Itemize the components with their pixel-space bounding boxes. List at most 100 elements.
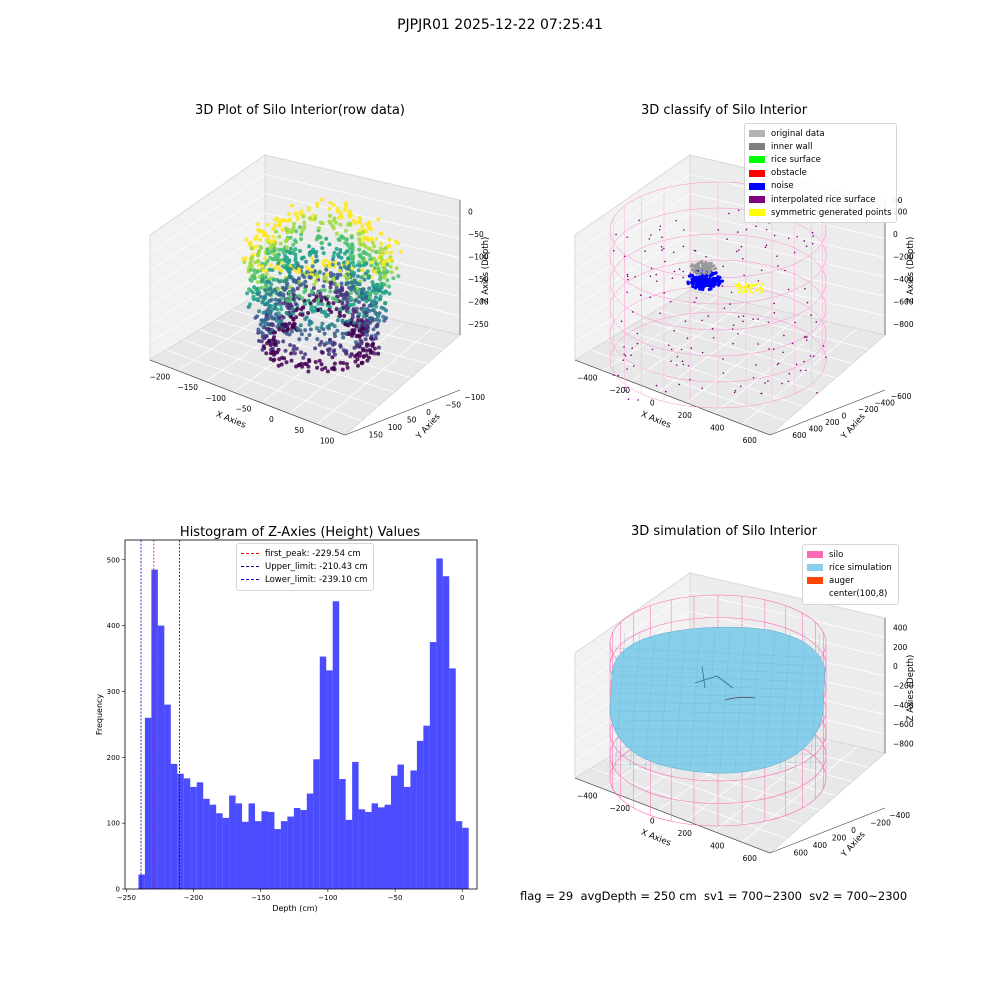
data-point (378, 231, 383, 236)
data-point (370, 308, 375, 313)
data-point (260, 273, 265, 278)
data-point (365, 269, 370, 274)
classify-legend: original data inner wall rice surface obsta… (744, 123, 897, 224)
data-point (291, 249, 296, 254)
data-point (396, 274, 401, 279)
data-point (271, 226, 276, 231)
x-axis-label: X Axies (639, 410, 672, 431)
data-point (328, 285, 333, 290)
data-point (272, 257, 277, 262)
floor-grid-line (657, 309, 853, 364)
legend-entry: auger (807, 574, 894, 587)
data-point (398, 249, 403, 254)
interpolated-point (757, 318, 759, 320)
interpolated-point (667, 344, 670, 346)
data-point (361, 348, 366, 353)
symmetric-point (739, 288, 743, 291)
data-point (278, 241, 283, 246)
inner-wall-point (704, 261, 708, 265)
data-point (328, 289, 333, 294)
x-tick-label: 600 (743, 854, 758, 863)
data-point (322, 288, 327, 293)
data-point (387, 284, 391, 289)
data-point (294, 229, 299, 234)
data-point (256, 227, 261, 232)
data-point (243, 256, 248, 261)
data-point (249, 246, 254, 251)
data-point (275, 216, 280, 221)
data-point (301, 355, 306, 360)
data-point (314, 273, 319, 278)
z-tick-label: 0 (893, 662, 898, 671)
mesh-line (614, 701, 824, 707)
data-point (283, 322, 288, 327)
interpolated-point (764, 246, 767, 249)
data-point (340, 331, 345, 336)
data-point (356, 314, 361, 319)
figure-title: PJPJR01 2025-12-22 07:25:41 (397, 17, 603, 33)
y-tick-label: 0 (842, 412, 847, 421)
histogram-bar (216, 813, 223, 889)
interpolated-point (799, 369, 802, 372)
auger-shadow (724, 696, 756, 701)
data-point (267, 310, 271, 315)
x-axis-line (149, 359, 346, 436)
interpolated-point (740, 245, 743, 248)
data-point (364, 324, 369, 329)
data-point (319, 340, 324, 344)
data-point (315, 258, 320, 263)
data-point (377, 297, 382, 302)
z-tick-label: 400 (893, 624, 908, 633)
wall-grid-line (689, 270, 886, 317)
data-point (367, 309, 372, 313)
floor-grid-line (607, 757, 803, 825)
data-point (354, 306, 359, 311)
symmetric-point (743, 290, 746, 293)
data-point (384, 316, 388, 320)
data-point (354, 334, 359, 339)
interpolated-point (803, 240, 806, 242)
data-point (267, 339, 272, 343)
data-point (283, 348, 288, 353)
histogram-bar (390, 775, 398, 889)
data-point (387, 237, 392, 242)
data-point (371, 327, 376, 332)
data-point (320, 295, 325, 300)
data-point (253, 315, 258, 320)
wall-grid-line (574, 251, 691, 325)
interpolated-point (784, 269, 786, 272)
data-point (277, 234, 282, 239)
data-point (323, 309, 328, 314)
data-point (389, 270, 394, 275)
legend-line-sample (241, 579, 259, 581)
data-point (365, 342, 369, 347)
data-point (350, 333, 354, 338)
data-point (257, 274, 262, 279)
classify-3d-plot: −400−2000200400600−600−400−2000200400600… (573, 154, 916, 445)
interpolated-point (649, 275, 652, 277)
data-point (394, 266, 399, 271)
data-point (264, 272, 269, 277)
data-point (372, 244, 377, 249)
x-tick-label: −200 (184, 894, 203, 902)
data-point (286, 227, 291, 232)
histogram-bar (416, 740, 424, 889)
noise-point (714, 279, 719, 283)
data-point (360, 268, 365, 273)
data-point (299, 350, 303, 355)
wall-grid-line (264, 193, 461, 239)
data-point (260, 347, 265, 352)
mesh-line (614, 692, 824, 699)
data-point (364, 222, 369, 227)
data-point (383, 274, 387, 279)
data-point (288, 343, 293, 347)
data-point (357, 321, 362, 326)
data-point (361, 250, 366, 255)
inner-wall-point (708, 265, 712, 269)
interpolated-point (644, 250, 646, 252)
legend-swatch (749, 182, 765, 190)
data-point (321, 327, 326, 332)
data-point (360, 230, 365, 235)
data-point (298, 283, 303, 288)
data-point (334, 299, 339, 304)
